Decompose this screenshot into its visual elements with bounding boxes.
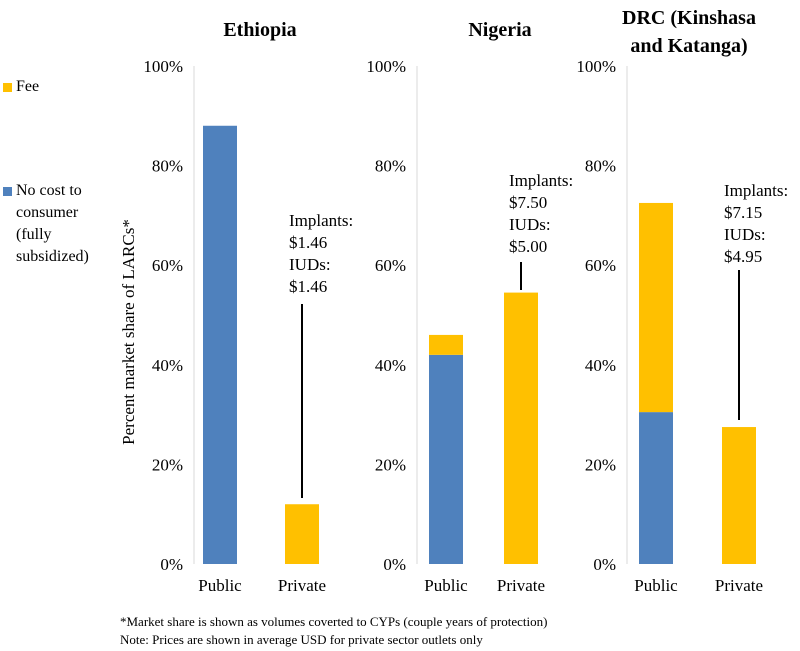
legend-swatch-no-cost <box>3 187 12 196</box>
y-tick-label: 60% <box>152 256 183 275</box>
price-annotation: IUDs: <box>724 225 766 244</box>
panel-3: DRC (Kinshasa and Katanga) 0% 20% 40% 60% 80% 1… <box>576 7 788 595</box>
legend-swatch-fee <box>3 83 12 92</box>
y-tick-label: 80% <box>152 157 183 176</box>
y-tick-label: 0% <box>160 555 183 574</box>
panel-title: Ethiopia <box>223 19 296 41</box>
bar-fee-private <box>504 292 538 564</box>
y-tick-label: 0% <box>593 555 616 574</box>
y-axis-label: Percent market share of LARCs* <box>119 219 138 445</box>
bar-fee-private <box>722 427 756 564</box>
legend-label-fee: Fee <box>16 78 40 95</box>
panel-title: and Katanga) <box>630 35 747 57</box>
x-tick-label: Private <box>715 576 763 595</box>
price-annotation: $7.50 <box>509 193 547 212</box>
bar-fee-public <box>639 202 673 413</box>
footnote-cyp: *Market share is shown as volumes covert… <box>120 614 548 629</box>
price-annotation: $4.95 <box>724 247 762 266</box>
x-tick-label: Private <box>278 576 326 595</box>
price-annotation: $5.00 <box>509 237 547 256</box>
y-tick-label: 20% <box>585 455 616 474</box>
y-tick-label: 20% <box>375 455 406 474</box>
legend-label-no-cost: No cost to consumer (fully subsidized) <box>16 182 89 265</box>
bar-no-cost-public <box>429 354 463 564</box>
price-annotation: IUDs: <box>289 255 331 274</box>
y-tick-label: 40% <box>375 356 406 375</box>
y-tick-label: 80% <box>585 157 616 176</box>
panel-2: Nigeria 0% 20% 40% 60% 80% 100% Public Private Im… <box>366 19 573 595</box>
bar-no-cost-public <box>203 125 237 564</box>
price-annotation: Implants: <box>509 171 573 190</box>
y-tick-label: 100% <box>366 57 406 76</box>
price-annotation: $1.46 <box>289 233 327 252</box>
y-tick-label: 40% <box>585 356 616 375</box>
price-annotation: Implants: <box>289 211 353 230</box>
x-tick-label: Public <box>424 576 468 595</box>
bar-fee-private <box>285 504 319 564</box>
panel-title: Nigeria <box>468 19 531 41</box>
panel-title: DRC (Kinshasa <box>622 7 756 29</box>
price-annotation: $1.46 <box>289 277 327 296</box>
y-tick-label: 80% <box>375 157 406 176</box>
y-tick-label: 100% <box>576 57 616 76</box>
y-tick-label: 40% <box>152 356 183 375</box>
footnote-prices: Note: Prices are shown in average USD fo… <box>120 632 483 647</box>
price-annotation: $7.15 <box>724 203 762 222</box>
bar-fee-public <box>429 334 463 355</box>
price-annotation: IUDs: <box>509 215 551 234</box>
y-tick-label: 0% <box>383 555 406 574</box>
y-tick-label: 60% <box>585 256 616 275</box>
price-annotation: Implants: <box>724 181 788 200</box>
y-tick-label: 100% <box>143 57 183 76</box>
x-tick-label: Public <box>198 576 242 595</box>
bar-no-cost-public <box>639 412 673 564</box>
y-tick-label: 60% <box>375 256 406 275</box>
x-tick-label: Public <box>634 576 678 595</box>
x-tick-label: Private <box>497 576 545 595</box>
panel-1: Ethiopia 0% 20% 40% 60% 80% 100% Public Private I… <box>143 19 353 595</box>
y-tick-label: 20% <box>152 455 183 474</box>
